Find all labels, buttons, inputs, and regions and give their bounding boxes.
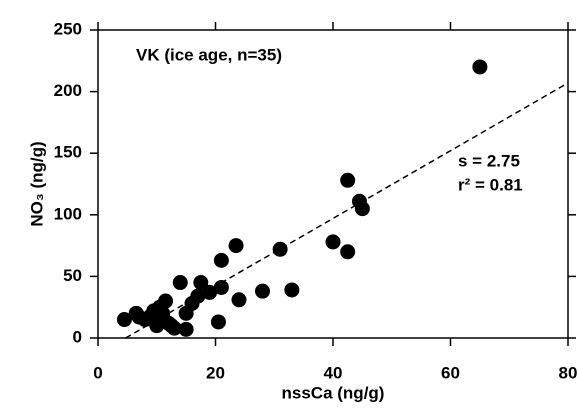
point xyxy=(166,320,182,336)
point xyxy=(213,279,229,295)
point xyxy=(325,234,341,250)
point xyxy=(193,275,209,291)
point xyxy=(213,252,229,268)
point xyxy=(178,321,194,337)
annotation: s = 2.75 xyxy=(458,151,520,170)
y-tick-label: 250 xyxy=(54,19,82,38)
point xyxy=(228,238,244,254)
x-tick-label: 0 xyxy=(93,363,102,382)
point xyxy=(172,275,188,291)
point xyxy=(472,59,488,75)
point xyxy=(272,241,288,257)
point xyxy=(354,201,370,217)
point xyxy=(340,244,356,260)
x-tick-label: 80 xyxy=(559,363,578,382)
point xyxy=(128,305,144,321)
y-tick-label: 0 xyxy=(73,327,82,346)
point xyxy=(210,314,226,330)
point xyxy=(255,283,270,299)
x-axis-label: nssCa (ng/g) xyxy=(282,383,385,402)
point xyxy=(202,284,218,300)
annotation: VK (ice age, n=35) xyxy=(136,45,282,64)
point xyxy=(284,282,300,298)
point xyxy=(231,292,247,308)
point xyxy=(178,305,194,321)
y-tick-label: 150 xyxy=(54,143,82,162)
y-tick-label: 50 xyxy=(63,266,82,285)
point xyxy=(340,172,356,188)
x-tick-label: 20 xyxy=(206,363,225,382)
y-axis-label: NO₃ (ng/g) xyxy=(27,141,46,226)
y-tick-label: 100 xyxy=(54,204,82,223)
y-tick-label: 200 xyxy=(54,81,82,100)
x-tick-label: 40 xyxy=(324,363,343,382)
point xyxy=(116,312,132,328)
annotation: r² = 0.81 xyxy=(458,175,523,194)
x-tick-label: 60 xyxy=(441,363,460,382)
